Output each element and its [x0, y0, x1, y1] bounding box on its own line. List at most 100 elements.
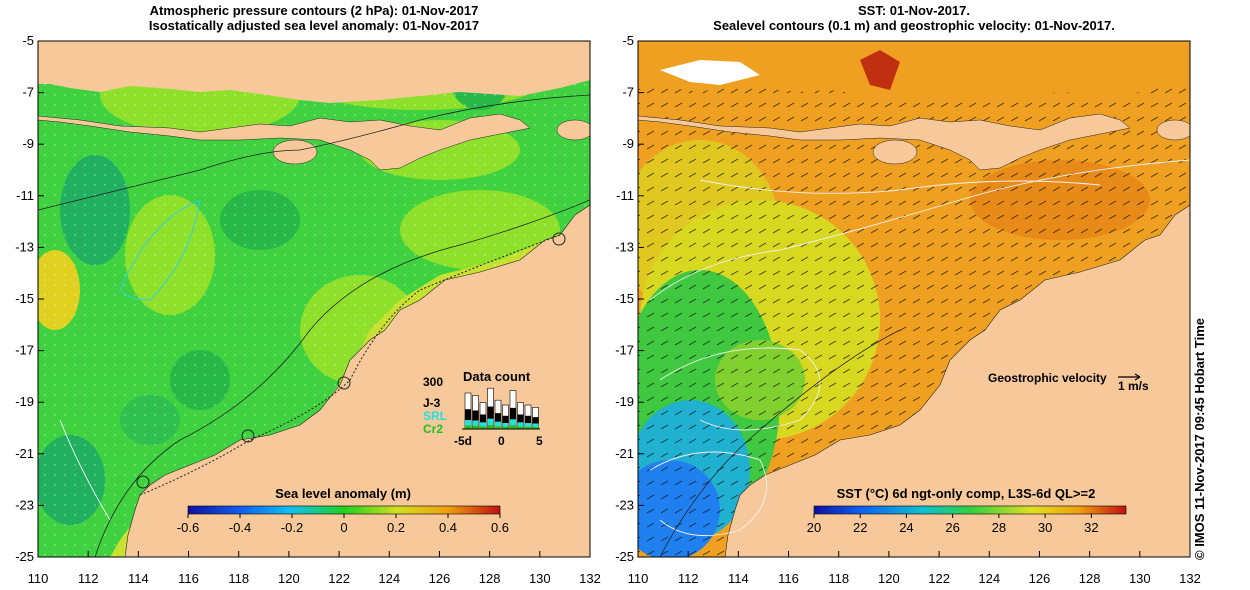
- tide-gauge-marker: [241, 429, 255, 443]
- y-tick-label: -19: [15, 394, 34, 409]
- x-tick-label: 118: [228, 571, 249, 586]
- y-tick-label: -13: [15, 239, 34, 254]
- land-nusa-tenggara: [38, 113, 531, 171]
- y-tick-label: -13: [615, 239, 634, 254]
- data-count-bar-cr2: [532, 426, 539, 429]
- land-australia: [124, 204, 590, 557]
- colorbar-tick-label: 30: [1038, 520, 1052, 535]
- data-count-bar-srl: [517, 422, 524, 427]
- tide-gauge-marker: [136, 475, 150, 489]
- colorbar-tick-label: 28: [992, 520, 1006, 535]
- x-tick-label: 132: [579, 571, 601, 586]
- data-count-bar-srl: [510, 419, 516, 426]
- colorbar-tick-label: -0.2: [281, 520, 303, 535]
- data-count-inset: Data count 300 J-3 SRL Cr2 -5d 0 5: [423, 369, 543, 448]
- imos-credit: © IMOS 11-Nov-2017 09:45 Hobart Time: [1192, 318, 1207, 560]
- data-count-bar-cr2: [480, 426, 486, 429]
- land-nusa-tenggara: [638, 113, 1131, 171]
- left-title-line1: Atmospheric pressure contours (2 hPa): 0…: [149, 3, 479, 18]
- y-tick-label: -5: [622, 33, 634, 48]
- x-tick-label: 128: [1079, 571, 1101, 586]
- x-tick-label: 124: [978, 571, 1000, 586]
- right-title-line1: SST: 01-Nov-2017.: [858, 3, 970, 18]
- colorbar-tick-label: 22: [853, 520, 867, 535]
- data-count-bar-cr2: [525, 426, 531, 429]
- y-tick-label: -23: [615, 497, 634, 512]
- land-island: [1156, 119, 1190, 141]
- y-tick-label: -25: [615, 549, 634, 564]
- colorbar-tick-label: 32: [1084, 520, 1098, 535]
- velocity-label: Geostrophic velocity: [988, 371, 1107, 385]
- y-tick-label: -9: [22, 136, 34, 151]
- x-tick-label: 116: [178, 571, 199, 586]
- x-tick-label: 122: [928, 571, 950, 586]
- tide-gauge-marker: [552, 232, 566, 246]
- left-map: [38, 41, 590, 557]
- right-title-line2: Sealevel contours (0.1 m) and geostrophi…: [713, 18, 1115, 33]
- data-count-series-j3: J-3: [423, 396, 441, 410]
- colorbar-tick-label: 24: [899, 520, 913, 535]
- y-tick-label: -17: [15, 343, 34, 358]
- x-tick-label: 130: [529, 571, 551, 586]
- x-tick-label: 116: [778, 571, 799, 586]
- y-tick-label: -25: [15, 549, 34, 564]
- colorbar-tick-label: 26: [945, 520, 959, 535]
- right-colorbar: SST (°C) 6d ngt-only comp, L3S-6d QL>=2 …: [807, 486, 1127, 535]
- colorbar-tick-label: 0.2: [387, 520, 405, 535]
- y-tick-label: -7: [22, 85, 34, 100]
- x-tick-label: 126: [1029, 571, 1051, 586]
- y-tick-label: -21: [15, 446, 34, 461]
- x-tick-label: 110: [28, 571, 49, 586]
- y-tick-label: -15: [15, 291, 34, 306]
- data-count-bar-j3: [495, 413, 501, 422]
- data-count-bar-cr2: [472, 425, 479, 429]
- land-australia: [724, 204, 1190, 557]
- colorbar-tick-label: -0.6: [177, 520, 199, 535]
- y-tick-label: -21: [615, 446, 634, 461]
- data-count-bar-j3: [487, 406, 494, 419]
- right-map: [638, 41, 1190, 557]
- left-colorbar-label: Sea level anomaly (m): [275, 486, 411, 501]
- data-count-bar-cr2: [517, 426, 524, 429]
- tide-gauge-marker: [337, 376, 351, 390]
- data-count-bar-j3: [510, 407, 516, 420]
- colorbar-tick-label: 20: [807, 520, 821, 535]
- y-tick-label: -19: [615, 394, 634, 409]
- y-tick-label: -7: [622, 85, 634, 100]
- y-tick-label: -23: [15, 497, 34, 512]
- land-sumba: [872, 139, 918, 165]
- y-tick-label: -15: [615, 291, 634, 306]
- x-tick-label: 120: [878, 571, 900, 586]
- left-title-line2: Isostatically adjusted sea level anomaly…: [148, 18, 480, 33]
- x-tick-label: 112: [78, 571, 99, 586]
- x-tick-label: 110: [628, 571, 649, 586]
- data-count-ymax: 300: [423, 375, 443, 389]
- data-count-bar-j3: [465, 409, 471, 420]
- data-count-bar-srl: [472, 420, 479, 426]
- data-count-bar-srl: [487, 418, 494, 425]
- sst-north: [638, 41, 1190, 103]
- colorbar-tick-label: 0.6: [491, 520, 509, 535]
- data-count-series-cr2: Cr2: [423, 422, 443, 436]
- data-count-bar-cr2: [465, 425, 471, 429]
- velocity-legend: Geostrophic velocity 1 m/s: [988, 371, 1149, 393]
- land-sumba: [272, 139, 318, 165]
- sst-cloud-gap: [660, 60, 760, 85]
- data-count-bar-srl: [480, 422, 486, 427]
- data-count-xlabel: 0: [498, 434, 505, 448]
- data-count-bar-cr2: [495, 426, 501, 429]
- data-count-bar-j3: [480, 414, 486, 423]
- y-tick-label: -17: [615, 343, 634, 358]
- data-count-bar-srl: [502, 423, 509, 427]
- x-tick-label: 118: [828, 571, 849, 586]
- left-axes: -5 -7 -9 -11 -13 -15 -17 -19 -21 -23 -25 110 112 114 1…: [15, 33, 601, 586]
- data-count-bar-cr2: [510, 425, 516, 429]
- data-count-bar-j3: [532, 417, 539, 424]
- data-count-bar-srl: [465, 420, 471, 426]
- data-count-bar-srl: [495, 421, 501, 427]
- data-count-bar-j3: [517, 414, 524, 423]
- data-count-bar-cr2: [502, 426, 509, 429]
- left-colorbar: Sea level anomaly (m) -0.6 -0.4 -0.2 0 0.2 0.…: [177, 486, 509, 535]
- x-tick-label: 128: [479, 571, 501, 586]
